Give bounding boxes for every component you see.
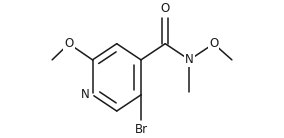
Text: N: N [80, 88, 89, 101]
Text: O: O [64, 37, 74, 50]
Text: O: O [209, 37, 218, 50]
Text: Br: Br [134, 123, 148, 136]
Text: O: O [161, 2, 170, 15]
Text: N: N [185, 53, 194, 66]
